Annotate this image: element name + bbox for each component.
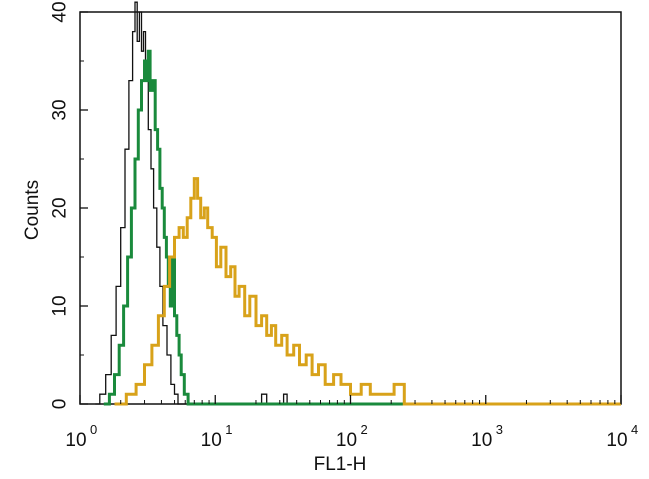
x-tick-exponent: 2 — [361, 422, 368, 437]
series-3-line — [114, 177, 621, 406]
y-tick-label: 30 — [50, 99, 71, 120]
x-tick-label: 10 — [606, 430, 627, 451]
x-tick-exponent: 4 — [631, 422, 638, 437]
y-tick-label: 0 — [50, 399, 71, 410]
series-2-line — [103, 49, 405, 406]
y-tick-label: 40 — [50, 1, 71, 22]
x-tick-label: 10 — [65, 430, 86, 451]
x-axis-title: FL1-H — [314, 454, 367, 475]
y-tick-label: 10 — [50, 295, 71, 316]
x-tick-label: 10 — [336, 430, 357, 451]
x-tick-exponent: 3 — [496, 422, 503, 437]
x-tick-label: 10 — [471, 430, 492, 451]
y-tick-label: 20 — [50, 197, 71, 218]
y-ticks: 0 10 20 30 40 — [50, 1, 88, 410]
x-tick-exponent: 0 — [90, 422, 97, 437]
y-axis-title: Counts — [22, 180, 43, 240]
x-tick-label: 10 — [201, 430, 222, 451]
x-tick-exponent: 1 — [225, 422, 232, 437]
